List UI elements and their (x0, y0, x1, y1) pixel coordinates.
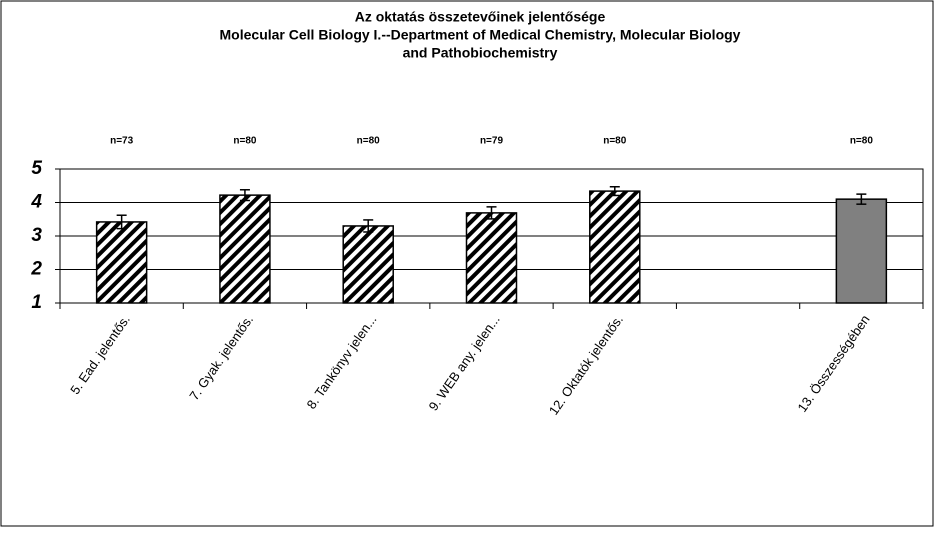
y-tick-label: 3 (31, 225, 42, 246)
bar (589, 190, 641, 304)
y-tick-label: 4 (30, 192, 42, 213)
annotation: n=80 (850, 136, 874, 147)
chart-title: Az oktatás összetevőinek jelentősége (355, 9, 606, 25)
bar (835, 198, 888, 304)
y-tick-label: 5 (31, 158, 42, 179)
bar (465, 212, 518, 304)
bar (95, 221, 148, 304)
annotation: n=80 (357, 136, 381, 147)
chart-title: and Pathobiochemistry (403, 45, 558, 61)
chart-title: Molecular Cell Biology I.--Department of… (220, 27, 741, 43)
annotation: n=73 (110, 136, 134, 147)
y-tick-label: 1 (31, 292, 42, 313)
bar (342, 225, 394, 304)
bar (219, 194, 271, 304)
annotation: n=79 (480, 136, 504, 147)
y-tick-label: 2 (30, 259, 42, 280)
annotation: n=80 (233, 136, 257, 147)
annotation: n=80 (603, 136, 627, 147)
